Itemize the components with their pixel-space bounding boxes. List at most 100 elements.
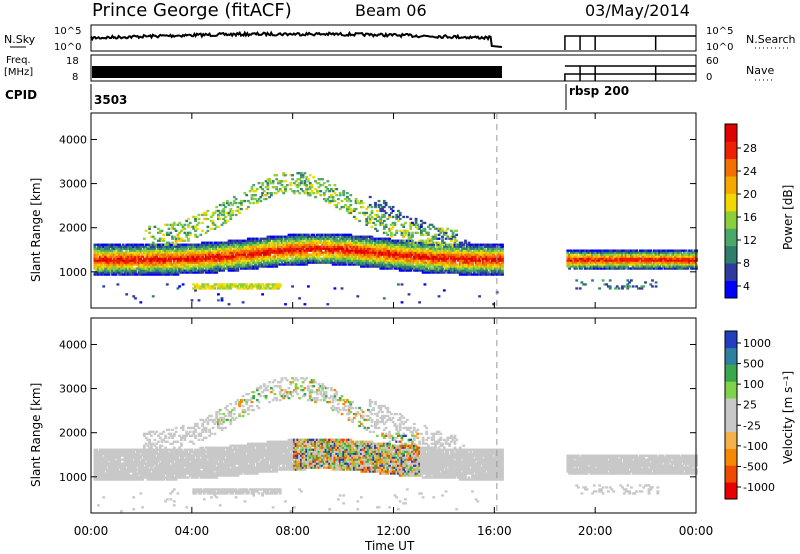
heatmap-cell bbox=[432, 225, 436, 228]
heatmap-cell bbox=[171, 255, 174, 258]
heatmap-cell bbox=[194, 225, 197, 228]
heatmap-cell bbox=[301, 241, 305, 244]
heatmap-cell bbox=[220, 245, 224, 248]
heatmap-cell bbox=[370, 205, 374, 209]
heatmap-cell bbox=[123, 257, 127, 260]
heatmap-cell bbox=[111, 265, 114, 268]
heatmap-cell bbox=[284, 245, 287, 248]
heatmap-cell bbox=[301, 261, 305, 264]
heatmap-cell bbox=[121, 253, 125, 256]
heatmap-cell bbox=[273, 283, 277, 286]
heatmap-cell bbox=[370, 237, 374, 240]
cpid-value-2: rbsp bbox=[569, 84, 600, 98]
heatmap-cell bbox=[349, 199, 353, 203]
heatmap-cell bbox=[322, 197, 326, 201]
heatmap-cell bbox=[204, 271, 208, 274]
heatmap-cell bbox=[210, 269, 213, 272]
heatmap-cell bbox=[405, 257, 409, 260]
heatmap-cell bbox=[187, 255, 190, 258]
heatmap-cell bbox=[247, 249, 250, 252]
heatmap-cell bbox=[367, 247, 370, 250]
heatmap-cell bbox=[95, 257, 99, 260]
heatmap-cell bbox=[322, 239, 326, 242]
heatmap-cell bbox=[354, 217, 358, 221]
heatmap-cell bbox=[194, 219, 197, 223]
heatmap-cell bbox=[202, 263, 206, 266]
heatmap-cell bbox=[93, 255, 97, 258]
heatmap-cell bbox=[155, 251, 159, 254]
heatmap-cell bbox=[127, 247, 130, 250]
heatmap-cell bbox=[324, 233, 328, 236]
heatmap-cell bbox=[107, 249, 111, 252]
heatmap-cell bbox=[167, 247, 171, 250]
heatmap-cell bbox=[289, 188, 293, 191]
heatmap-cell bbox=[287, 243, 291, 246]
heatmap-cell bbox=[171, 265, 174, 268]
heatmap-cell bbox=[261, 182, 264, 185]
heatmap-cell bbox=[123, 263, 127, 266]
heatmap-cell bbox=[381, 221, 384, 225]
heatmap-cell bbox=[314, 188, 317, 191]
heatmap-cell bbox=[322, 194, 326, 197]
heatmap-cell bbox=[261, 255, 264, 258]
heatmap-cell bbox=[104, 265, 107, 268]
heatmap-cell bbox=[114, 247, 118, 250]
heatmap-cell bbox=[465, 267, 469, 270]
heatmap-cell bbox=[176, 257, 180, 260]
heatmap-cell bbox=[462, 243, 466, 246]
heatmap-cell bbox=[314, 253, 317, 256]
heatmap-cell bbox=[266, 235, 270, 238]
heatmap-cell bbox=[121, 263, 125, 266]
heatmap-cell bbox=[289, 251, 293, 254]
heatmap-cell bbox=[314, 195, 317, 199]
heatmap-cell bbox=[315, 233, 319, 236]
heatmap-cell bbox=[144, 249, 148, 252]
heatmap-cell bbox=[275, 241, 279, 244]
heatmap-cell bbox=[112, 271, 116, 274]
heatmap-cell bbox=[266, 261, 270, 264]
heatmap-cell bbox=[368, 219, 372, 223]
heatmap-cell bbox=[148, 257, 151, 260]
heatmap-cell bbox=[229, 241, 233, 244]
heatmap-cell bbox=[310, 186, 314, 189]
heatmap-cell bbox=[206, 271, 210, 274]
heatmap-cell bbox=[264, 243, 268, 246]
heatmap-cell bbox=[337, 241, 340, 244]
heatmap-cell bbox=[310, 235, 314, 238]
heatmap-cell bbox=[420, 225, 423, 228]
heatmap-cell bbox=[368, 203, 372, 207]
heatmap-cell bbox=[243, 192, 247, 195]
heatmap-cell bbox=[390, 267, 393, 270]
heatmap-cell bbox=[259, 253, 263, 256]
heatmap-cell bbox=[111, 251, 114, 254]
heatmap-cell bbox=[236, 239, 240, 242]
heatmap-cell bbox=[312, 247, 316, 250]
heatmap-cell bbox=[137, 269, 141, 272]
heatmap-cell bbox=[130, 253, 134, 256]
heatmap-cell bbox=[330, 194, 333, 197]
heatmap-cell bbox=[114, 261, 118, 264]
heatmap-cell bbox=[118, 261, 121, 264]
heatmap-cell bbox=[338, 243, 342, 246]
heatmap-cell bbox=[301, 249, 305, 252]
heatmap-cell bbox=[132, 255, 136, 258]
heatmap-cell bbox=[176, 253, 180, 256]
heatmap-cell bbox=[289, 237, 293, 240]
heatmap-cell bbox=[268, 195, 271, 199]
heatmap-cell bbox=[315, 237, 319, 240]
heatmap-cell bbox=[248, 267, 252, 270]
heatmap-cell bbox=[236, 261, 240, 264]
heatmap-cell bbox=[206, 269, 210, 272]
heatmap-cell bbox=[351, 239, 354, 242]
heatmap-cell bbox=[229, 207, 233, 211]
heatmap-cell bbox=[317, 237, 321, 240]
heatmap-cell bbox=[165, 273, 169, 276]
heatmap-cell bbox=[250, 243, 254, 246]
heatmap-cell bbox=[118, 251, 121, 254]
heatmap-cell bbox=[93, 257, 97, 260]
heatmap-cell bbox=[285, 259, 289, 262]
heatmap-cell bbox=[234, 261, 238, 264]
heatmap-cell bbox=[176, 245, 180, 248]
heatmap-cell bbox=[338, 245, 342, 248]
heatmap-cell bbox=[150, 265, 153, 268]
